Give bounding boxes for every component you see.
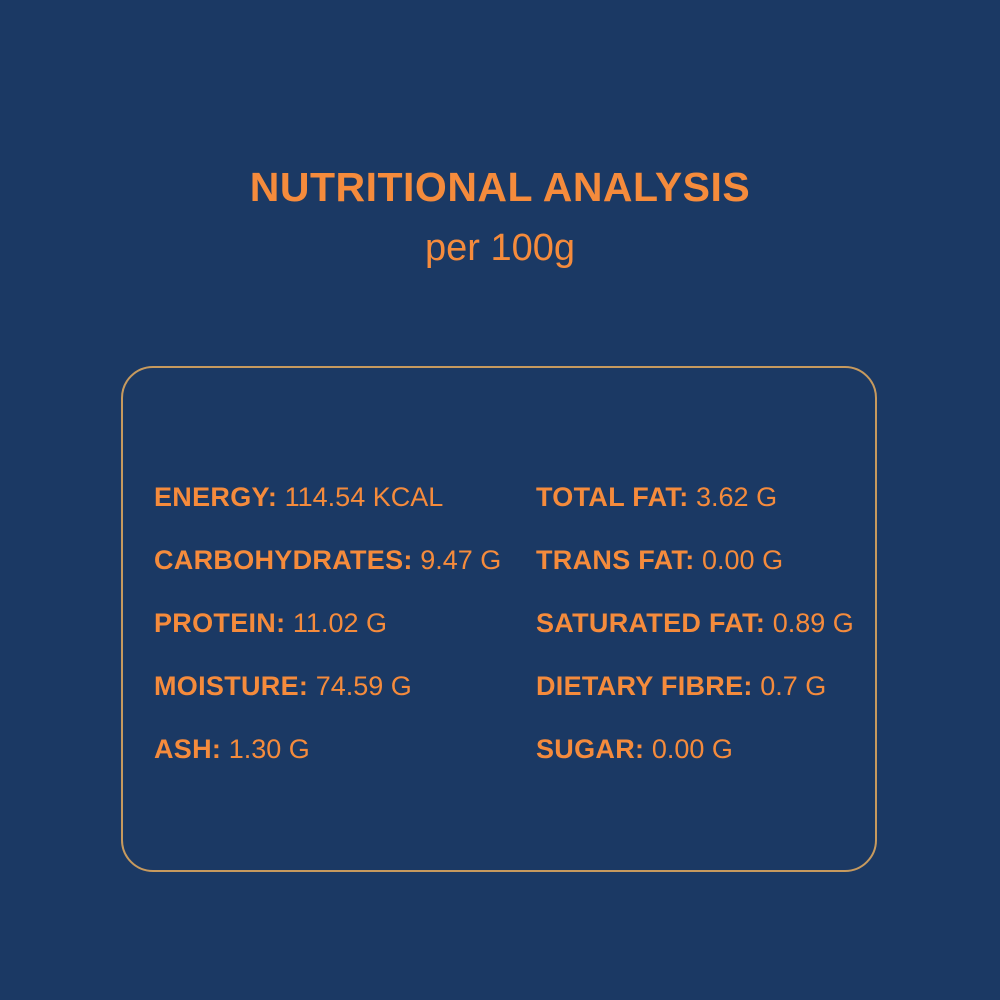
page-title: NUTRITIONAL ANALYSIS [249,164,751,210]
nutrient-row-ash: ASH: 1.30 G [154,718,501,781]
nutrient-value: 0.00 G [702,545,784,575]
page-subtitle: per 100g [424,227,575,269]
nutrient-column-left: ENERGY: 114.54 KCAL CARBOHYDRATES: 9.47 … [154,466,501,781]
nutrient-label: PROTEIN: [154,608,286,638]
nutrient-value: 3.62 G [696,482,778,512]
nutrient-label: TOTAL FAT: [536,482,689,512]
nutrient-label: DIETARY FIBRE: [536,671,753,701]
nutrient-label: SUGAR: [536,734,645,764]
nutrient-row-trans-fat: TRANS FAT: 0.00 G [536,529,854,592]
nutrient-value: 1.30 G [228,734,310,764]
nutrient-label: ENERGY: [154,482,278,512]
nutrient-value: 11.02 G [292,608,387,638]
nutrition-panel [121,366,877,872]
nutrient-value: 74.59 G [315,671,412,701]
nutrient-label: SATURATED FAT: [536,608,766,638]
nutrient-row-moisture: MOISTURE: 74.59 G [154,655,501,718]
nutrient-row-carbohydrates: CARBOHYDRATES: 9.47 G [154,529,501,592]
nutrient-label: TRANS FAT: [536,545,695,575]
nutrient-value: 0.00 G [651,734,733,764]
nutrient-row-sugar: SUGAR: 0.00 G [536,718,854,781]
nutrient-row-protein: PROTEIN: 11.02 G [154,592,501,655]
nutrient-value: 0.7 G [760,671,827,701]
nutrient-value: 114.54 KCAL [284,482,444,512]
nutrient-row-total-fat: TOTAL FAT: 3.62 G [536,466,854,529]
nutrient-column-right: TOTAL FAT: 3.62 G TRANS FAT: 0.00 G SATU… [536,466,854,781]
nutrient-row-saturated-fat: SATURATED FAT: 0.89 G [536,592,854,655]
nutrient-value: 9.47 G [420,545,502,575]
nutrient-label: CARBOHYDRATES: [154,545,413,575]
nutrient-label: MOISTURE: [154,671,309,701]
nutrient-value: 0.89 G [772,608,854,638]
nutrient-label: ASH: [154,734,222,764]
nutrient-row-dietary-fibre: DIETARY FIBRE: 0.7 G [536,655,854,718]
nutrient-row-energy: ENERGY: 114.54 KCAL [154,466,501,529]
